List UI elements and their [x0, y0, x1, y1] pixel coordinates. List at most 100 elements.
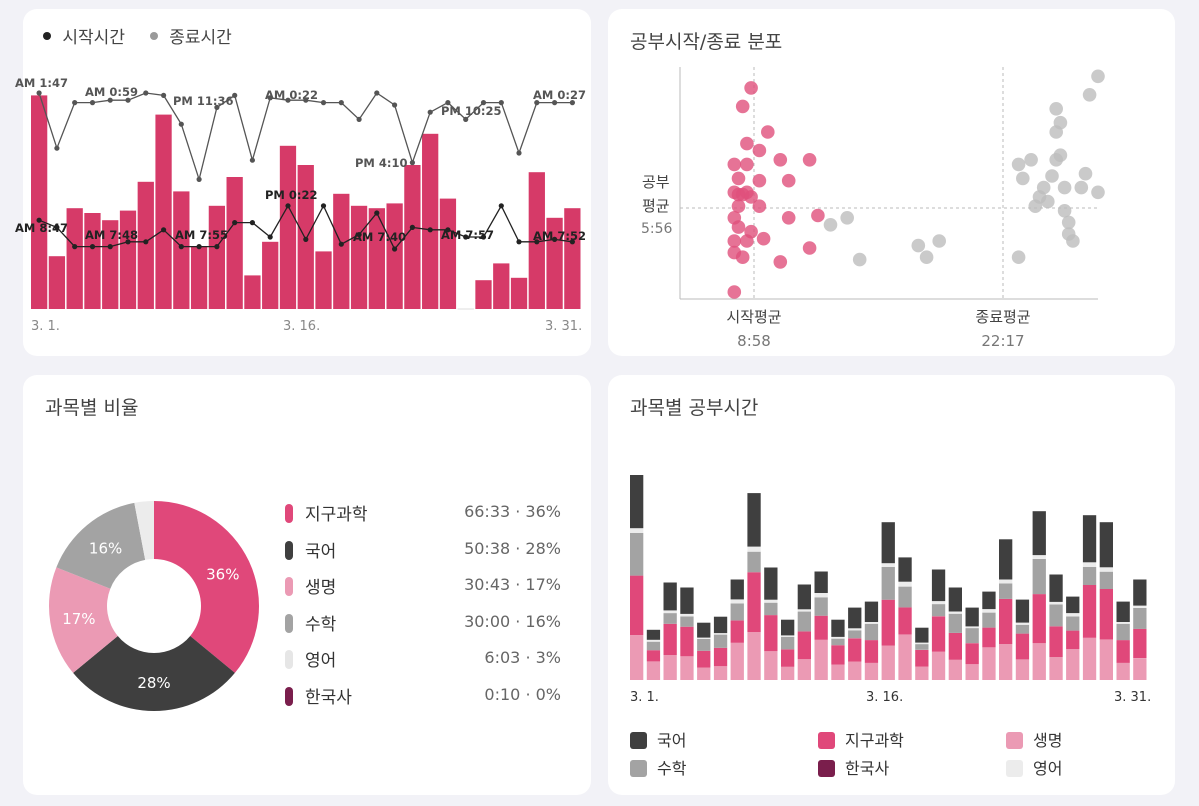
stacked-bar-segment [1049, 601, 1063, 605]
end-time-point [445, 100, 451, 106]
stacked-bar-segment [965, 643, 979, 665]
start-time-point [409, 224, 415, 230]
start-time-point [196, 244, 202, 250]
stacked-bar-segment [1032, 594, 1046, 644]
legend-swatch [285, 650, 293, 670]
stacked-bar-segment [781, 666, 795, 680]
legend-end-label: 종료시간 [169, 28, 232, 48]
stacked-bar-segment [1032, 511, 1046, 556]
pie-legend-value: 30:00 · 16% [464, 611, 561, 631]
pie-legend-value: 50:38 · 28% [464, 538, 561, 558]
stacked-legend-item: 영어 [1006, 755, 1062, 779]
scatter-x-value-end: 22:17 [981, 332, 1024, 350]
stacked-bar-segment [730, 603, 744, 621]
stacked-bar-segment [915, 644, 929, 650]
stacked-bar-segment [630, 533, 644, 576]
legend-swatch [818, 732, 835, 749]
scatter-y-label: 공부 [642, 173, 670, 191]
scatter-start-point [773, 153, 788, 167]
stacked-bar-segment [898, 586, 912, 608]
scatter-end-point [1053, 115, 1068, 130]
stacked-bar-segment [1032, 559, 1046, 595]
stacked-bar-segment [697, 667, 711, 680]
timeline-bar [439, 198, 457, 309]
scatter-x-label-start: 시작평균 [726, 308, 781, 326]
pie-slice-label: 17% [62, 610, 95, 628]
start-time-point [516, 239, 522, 245]
stacked-legend-item: 수학 [630, 755, 686, 779]
stacked-bar-segment [948, 587, 962, 612]
stacked-bar-segment [663, 610, 677, 614]
stacked-bar-segment [831, 619, 845, 637]
end-time-point [267, 95, 273, 101]
stacked-bar-segment [915, 649, 929, 667]
pie-legend-name: 국어 [305, 541, 337, 562]
timeline-bar [493, 263, 510, 309]
stacked-bar-segment [931, 651, 946, 680]
end-time-point [498, 100, 504, 106]
scatter-end-point [1049, 102, 1063, 116]
stacked-bar-segment [646, 641, 661, 651]
end-annotation: AM 0:27 [533, 88, 586, 102]
scatter-end-point [1091, 185, 1105, 200]
end-time-point [534, 100, 540, 106]
stacked-legend-name: 지구과학 [845, 731, 904, 750]
timeline-bar [173, 191, 190, 309]
end-annotation: AM 1:47 [15, 76, 68, 90]
end-annotation: PM 11:36 [173, 94, 233, 108]
pie-legend-name: 수학 [305, 614, 337, 635]
timeline-bar [564, 208, 581, 309]
stacked-bar-segment [630, 475, 644, 529]
stacked-bar-segment [1116, 640, 1130, 663]
stacked-legend-item: 지구과학 [818, 727, 904, 751]
scatter-end-point [1082, 88, 1097, 102]
pie-slice [134, 501, 154, 560]
stacked-legend-name: 영어 [1033, 759, 1063, 778]
stacked-bar-segment [848, 630, 862, 639]
stacked-bar-segment [915, 642, 929, 645]
stacked-bar-segment [982, 591, 996, 610]
stacked-bar-segment [881, 522, 895, 564]
timeline-bar [84, 213, 101, 309]
start-time-point [285, 203, 291, 209]
stacked-bar-segment [797, 631, 811, 660]
start-time-point [480, 234, 487, 240]
scatter-end-point [1024, 153, 1038, 167]
stacked-bar-segment [747, 551, 761, 573]
end-time-point [480, 100, 487, 106]
end-time-point [427, 109, 433, 115]
timeline-bar [190, 246, 208, 309]
stacked-bar-segment [848, 607, 862, 629]
timeline-x-tick: 3. 31. [545, 319, 582, 334]
stacked-bar-segment [680, 656, 694, 680]
stacked-bar-segment [747, 493, 761, 547]
stacked-bar-segment [663, 613, 677, 624]
stacked-bar-segment [663, 655, 677, 680]
stacked-bar-segment [1116, 623, 1130, 641]
legend-swatch [285, 540, 293, 560]
scatter-x-value-start: 8:58 [737, 332, 771, 350]
scatter-end-point [852, 252, 867, 267]
legend-swatch [285, 686, 293, 706]
end-time-point [196, 176, 202, 182]
stacked-bar-segment [1066, 630, 1080, 650]
stacked-bar-segment [697, 650, 711, 668]
pie-legend-row: 생명 30:43 · 17% [285, 572, 575, 609]
stacked-bar-segment [831, 638, 845, 646]
stacked-x-tick: 3. 1. [630, 690, 659, 705]
start-annotation: AM 7:40 [353, 230, 406, 244]
stacked-card: 과목별 공부시간 3. 1. 3. 16. 3. 31. 국어 지구과학 생명 수학 한국사… [608, 375, 1175, 795]
scatter-start-point [781, 211, 796, 225]
start-time-point [214, 244, 220, 250]
stacked-bar-segment [1032, 555, 1046, 559]
stacked-bar-segment [864, 623, 879, 641]
stacked-bar-segment [764, 615, 778, 652]
pie-slice [48, 567, 118, 673]
scatter-end-point [1053, 148, 1068, 162]
pie-slice-label: 36% [206, 566, 239, 584]
scatter-start-point [735, 250, 750, 264]
stacked-bar-segment [781, 636, 795, 650]
stacked-bar-segment [965, 628, 979, 644]
scatter-end-point [1041, 194, 1055, 209]
legend-swatch [285, 504, 293, 523]
